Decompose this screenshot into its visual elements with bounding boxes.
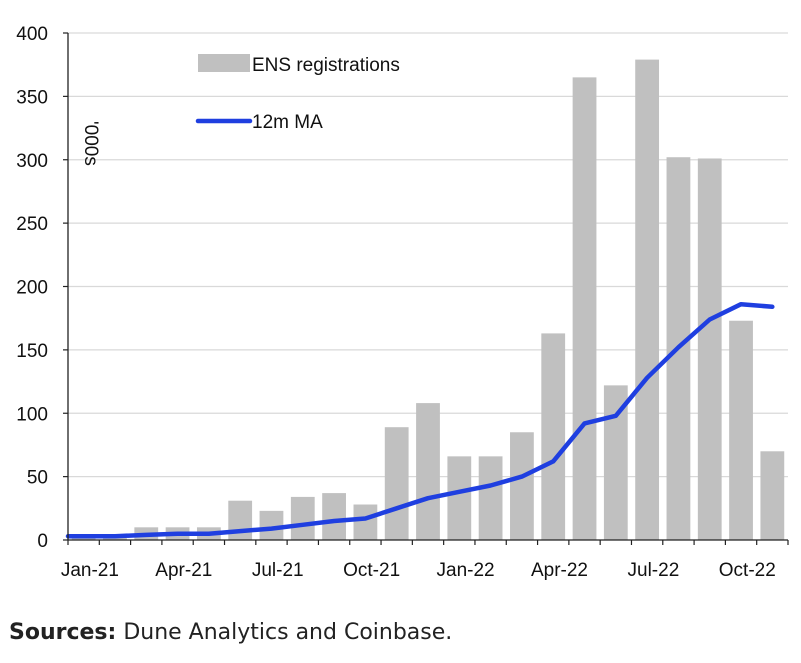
y-tick-label: 150 [16,341,48,362]
bar [228,500,253,540]
y-axis-tick-labels: 0 50 100 150 200 250 300 350 400 [16,24,48,552]
source-label: Sources: [9,620,117,645]
y-tick-label: 350 [16,87,48,108]
gridlines [68,32,788,478]
bar [447,456,472,540]
bar [353,504,378,540]
chart: 0 50 100 150 200 250 300 350 400 Jan-21 Apr-21 Jul… [16,24,789,581]
bar [635,59,660,541]
bar [603,385,628,540]
bar [697,158,722,541]
x-tick-label: Jul-22 [628,560,680,581]
x-tick-label: Jul-21 [252,560,304,581]
bar [729,320,753,540]
x-tick-label: Oct-22 [719,560,776,581]
bar [384,427,409,540]
source-text: Dune Analytics and Coinbase. [116,620,453,645]
ma-line [65,301,775,539]
source-note: Sources: Dune Analytics and Coinbase. [9,620,452,645]
x-tick-label: Oct-21 [343,560,400,581]
bar [290,496,315,540]
y-unit-label: '000s [80,121,101,166]
bar [541,333,566,540]
y-tick-label: 0 [37,531,48,552]
bar [322,493,346,540]
y-tick-label: 200 [16,278,48,299]
line-series [65,301,775,539]
bar [478,456,503,540]
bar [259,510,284,540]
y-tick-label: 250 [16,214,48,235]
y-tick-label: 400 [16,24,48,45]
x-tick-label: Apr-21 [155,560,212,581]
x-tick-label: Apr-22 [531,560,588,581]
legend-bar-label: ENS registrations [252,55,400,76]
bar [416,403,440,540]
y-tick-label: 100 [16,404,48,425]
bar [510,432,534,540]
bar [760,451,785,540]
bar [572,77,597,541]
legend: ENS registrations 12m MA [195,54,400,133]
y-tick-label: 50 [27,468,48,489]
x-tick-label: Jan-21 [61,560,119,581]
x-tick-label: Jan-22 [437,560,495,581]
bar-series [71,59,785,541]
legend-line-label: 12m MA [252,112,323,133]
legend-bar-swatch [198,54,250,72]
y-tick-label: 300 [16,151,48,172]
axes [63,32,789,545]
x-axis-tick-labels: Jan-21 Apr-21 Jul-21 Oct-21 Jan-22 Apr-22 Jul-… [61,560,776,581]
